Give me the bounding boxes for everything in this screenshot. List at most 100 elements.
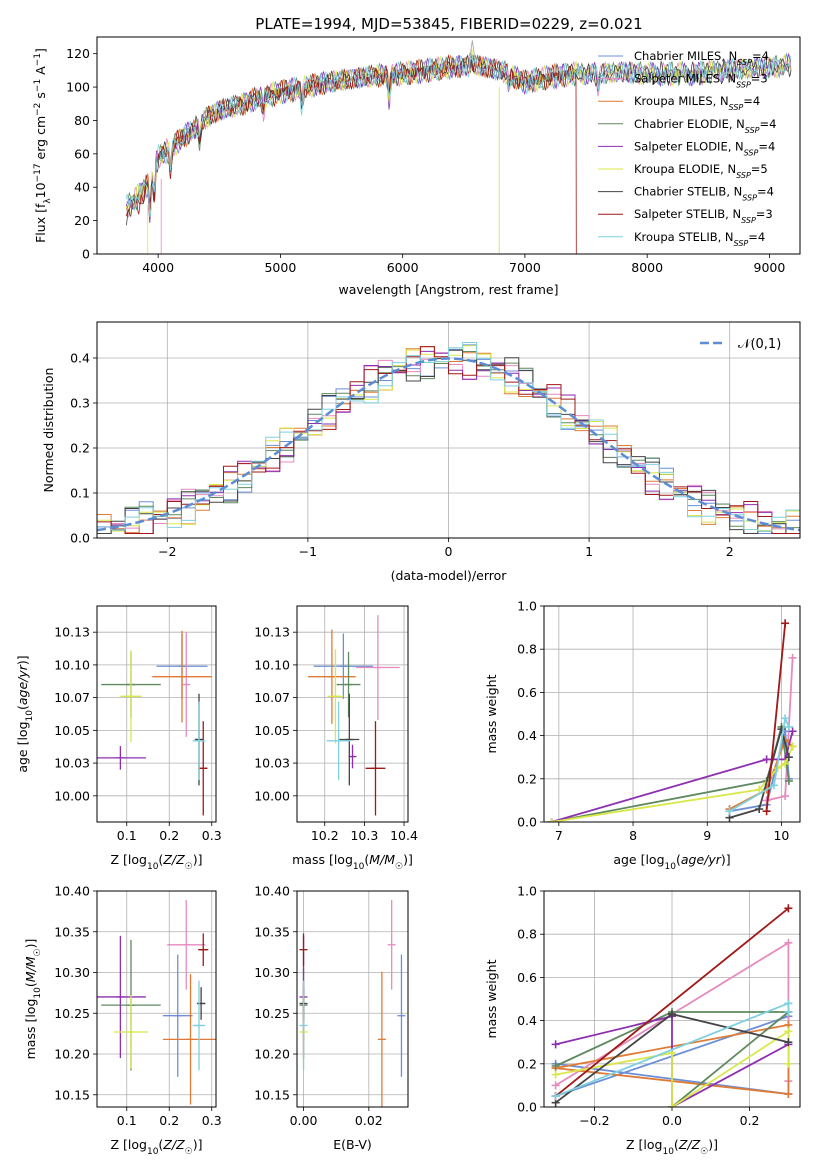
label-part: ☉ — [185, 862, 193, 872]
panel-mass_weight_vs_Z: −0.2 0.0 0.2 0.0 0.2 0.4 0.6 0.8 1.0 mass weight Z… — [484, 884, 801, 1157]
axes-frame — [296, 890, 409, 1108]
y-tick-label: 10.25 — [54, 1006, 90, 1021]
x-tick-label: 8 — [629, 828, 637, 843]
label-part: 10 — [662, 1147, 674, 1157]
x-tick-label: 6000 — [387, 260, 419, 275]
label-part: ( — [15, 705, 30, 710]
label-part: Z [log — [111, 852, 147, 867]
y-tick-label: 10.00 — [254, 788, 290, 803]
x-tick-label: 0 — [445, 544, 453, 559]
spectrum-line-kroupa_stelib — [125, 52, 792, 218]
legend-sub: SSP — [736, 171, 751, 180]
legend-sub: SSP — [737, 58, 752, 67]
y-axis-label: mass [log10(M/M☉)] — [23, 939, 43, 1060]
label-part: 10 — [25, 710, 35, 722]
legend-label-kroupa_stelib: Kroupa STELIB, NSSP=4 — [634, 230, 765, 248]
label-part: Z/Z — [162, 852, 185, 867]
label-part: ( — [158, 852, 163, 867]
y-tick-label: 10.07 — [54, 690, 90, 705]
y-tick-label: 10.10 — [254, 657, 290, 672]
spectrum-line-salpeter_elodie — [125, 52, 792, 223]
y-axis-label: Flux [fλ10−17 erg cm−2 s−1 A−1] — [33, 48, 53, 243]
label-part: )] — [193, 852, 203, 867]
legend-label-salpeter_miles: Salpeter MILES, NSSP=3 — [634, 72, 768, 90]
y-tick-label: 10.13 — [254, 625, 290, 640]
y-tick-label: 0.3 — [70, 396, 90, 411]
label-part: 10 — [147, 862, 159, 872]
x-axis-label: E(B-V) — [333, 1137, 372, 1152]
axes-frame — [96, 605, 217, 823]
weight-line-salpeter_stelib — [765, 623, 787, 812]
panel-mass_vs_Z: 0.1 0.2 0.3 10.15 10.20 10.25 10.30 10.35 10.40 Z… — [23, 884, 222, 1158]
histogram-kroupa_stelib — [97, 342, 800, 532]
y-tick-label: 0.0 — [70, 531, 90, 546]
label-part: Z/Z — [162, 1137, 185, 1152]
label-part: A — [33, 66, 48, 79]
y-tick-label: 10.15 — [254, 1087, 290, 1102]
y-tick-label: 1.0 — [517, 599, 537, 614]
legend-suffix: =4 — [760, 117, 777, 131]
y-axis-label: Normed distribution — [41, 368, 56, 493]
y-tick-label: 10.00 — [54, 788, 90, 803]
plot-area — [299, 899, 406, 1107]
legend-sub: SSP — [729, 103, 744, 112]
weight-line-chabrier_elodie — [555, 1011, 791, 1107]
y-axis-label: age [log10(age/yr)] — [15, 655, 35, 772]
y-tick-label: 10.35 — [254, 924, 290, 939]
label-part: ☉ — [185, 1147, 193, 1157]
legend-suffix: =4 — [748, 230, 765, 244]
legend-sub: SSP — [741, 216, 756, 225]
label-part: mass [log — [292, 852, 353, 867]
x-tick-label: 10.4 — [390, 828, 418, 843]
legend-label-kroupa_elodie: Kroupa ELODIE, NSSP=5 — [634, 162, 768, 180]
y-tick-label: 60 — [74, 146, 90, 161]
label-part: Z/Z — [678, 1137, 701, 1152]
panel-mass_weight_vs_age: 7 8 9 10 0.0 0.2 0.4 0.6 0.8 1.0 mass weight age [l… — [484, 599, 801, 872]
spectrum-line-salpeter_stelib — [125, 54, 577, 254]
y-tick-label: 0.0 — [517, 1100, 537, 1115]
label-part: Z [log — [111, 1137, 147, 1152]
y-tick-label: 20 — [74, 213, 90, 228]
x-tick-label: 0.1 — [117, 1113, 137, 1128]
y-tick-label: 0.0 — [517, 815, 537, 830]
y-tick-label: 10.40 — [254, 884, 290, 899]
label-part: 10 — [353, 862, 365, 872]
y-tick-label: 0.8 — [517, 642, 537, 657]
label-part: ( — [158, 1137, 163, 1152]
y-tick-label: 0.2 — [517, 1056, 537, 1071]
legend-text: Kroupa STELIB, N — [634, 230, 734, 244]
legend-suffix: =4 — [752, 49, 769, 63]
y-tick-label: 0.4 — [517, 1013, 537, 1028]
y-tick-label: 10.10 — [54, 657, 90, 672]
spectrum-spike — [468, 40, 477, 68]
y-axis-label: mass weight — [484, 674, 499, 753]
label-part: 10 — [33, 182, 48, 198]
y-tick-label: 120 — [66, 46, 90, 61]
x-tick-label: 1 — [585, 544, 593, 559]
legend-sub: SSP — [742, 193, 757, 202]
x-tick-label: 10.3 — [350, 828, 378, 843]
y-tick-label: 10.05 — [54, 723, 90, 738]
label-part: age/yr — [15, 664, 30, 705]
label-part: )] — [721, 852, 731, 867]
x-tick-label: 7 — [555, 828, 563, 843]
label-part: −1 — [33, 79, 43, 92]
axes-frame — [96, 36, 801, 255]
y-axis-label: mass weight — [484, 959, 499, 1038]
panel-age_vs_Z: 0.1 0.2 0.3 10.00 10.03 10.05 10.07 10.10 10.13 Z… — [15, 605, 222, 872]
y-tick-label: 40 — [74, 180, 90, 195]
label-part: −2 — [33, 103, 43, 116]
label-part: ☉ — [395, 862, 403, 872]
x-tick-label: 2 — [726, 544, 734, 559]
x-axis-label: (data-model)/error — [391, 568, 508, 583]
y-tick-label: 10.20 — [254, 1047, 290, 1062]
y-tick-label: 0.1 — [70, 486, 90, 501]
legend-label-chabrier_stelib: Chabrier STELIB, NSSP=4 — [634, 185, 774, 203]
y-tick-label: 10.03 — [254, 756, 290, 771]
y-tick-label: 0.6 — [517, 970, 537, 985]
label-part: Flux [f — [33, 203, 48, 243]
label-part: M/M — [369, 852, 395, 867]
y-tick-label: 10.03 — [54, 756, 90, 771]
y-tick-label: 10.30 — [54, 965, 90, 980]
label-part: λ — [43, 198, 53, 204]
